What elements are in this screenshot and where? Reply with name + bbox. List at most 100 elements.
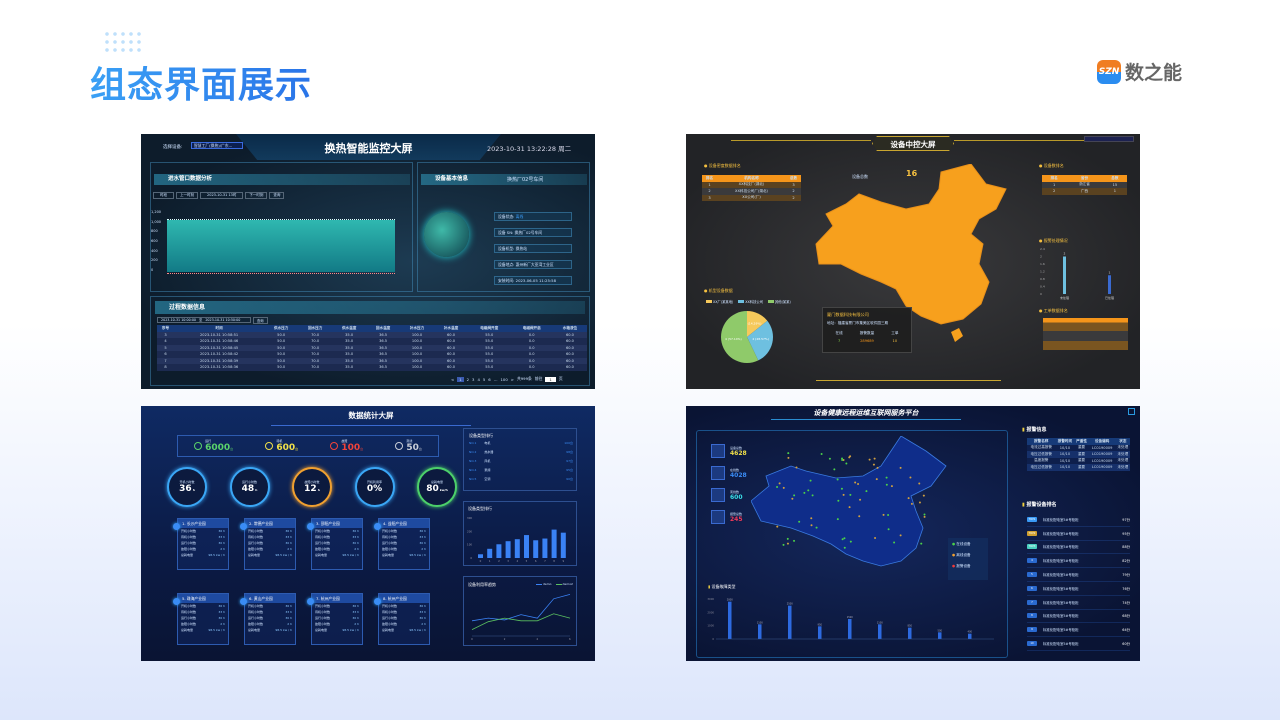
row-value: 36 h bbox=[352, 529, 359, 533]
gauge-label: 总耗电量 bbox=[430, 480, 443, 484]
right-table-title: ● 设备数排名 bbox=[1039, 163, 1064, 168]
table-cell: 50.0 bbox=[277, 345, 286, 350]
goto-input[interactable]: 1 bbox=[545, 376, 556, 382]
park-row: 待机小时数 33 h bbox=[379, 609, 429, 615]
filter-select[interactable] bbox=[1084, 136, 1134, 142]
park-row: 故障小时数 2 h bbox=[312, 621, 362, 627]
table-cell: 100.0 bbox=[411, 352, 423, 357]
park-row: 开机小时数 36 h bbox=[379, 528, 429, 534]
legend-item: XX厂(某某地) bbox=[706, 299, 733, 304]
park-icon bbox=[374, 523, 381, 530]
fault-chart-title: ▮ 设备故障类型 bbox=[708, 584, 736, 589]
section-title: 过程数据信息 bbox=[155, 301, 585, 314]
gauge: 开机小时数 36 h bbox=[167, 467, 207, 507]
table-cell: 70.0 bbox=[311, 352, 320, 357]
device-marker bbox=[868, 458, 871, 461]
park-title: 6. 黄山产业园 bbox=[245, 594, 295, 603]
device-marker bbox=[854, 481, 857, 484]
date-range-input[interactable]: 2023-10-31 10:00:00 至 2023-10-31 10:50:00 bbox=[157, 317, 251, 323]
company-popup: 厦门数据科技有限公司 地址：福建省厦门市集美区软件园三期 在线 7 报警数量 2896… bbox=[822, 307, 912, 353]
page-item[interactable]: … bbox=[493, 376, 498, 382]
page-item[interactable]: < bbox=[451, 376, 455, 382]
column-header: 总数 bbox=[1111, 175, 1119, 180]
table-cell: 70.0 bbox=[311, 339, 320, 344]
info-label: 设备地点: bbox=[498, 262, 515, 267]
device-marker bbox=[910, 502, 913, 505]
park-icon bbox=[173, 598, 180, 605]
x-tick-label: 8 bbox=[553, 559, 555, 563]
query-button[interactable]: 查询 bbox=[253, 317, 268, 324]
rank-no: NO.1 bbox=[469, 441, 477, 445]
device-marker bbox=[842, 493, 845, 496]
table-cell: 55.0 bbox=[485, 345, 494, 350]
bar-value: 950 bbox=[817, 623, 822, 626]
kpi-item: 在线数 4028 bbox=[711, 466, 771, 480]
row-label: 故障小时数 bbox=[315, 547, 331, 551]
page-unit: 页 bbox=[558, 376, 563, 381]
device-marker bbox=[907, 497, 910, 500]
legend-label: 在线设备 bbox=[956, 542, 971, 546]
table-cell: 2023-10-31 10:58:46 bbox=[200, 339, 239, 344]
device-marker bbox=[882, 513, 885, 516]
device-marker bbox=[828, 457, 831, 460]
page-item[interactable]: > bbox=[510, 376, 514, 382]
row-value: 30 h bbox=[285, 541, 292, 545]
device-marker bbox=[876, 466, 879, 469]
page-item[interactable]: 1 bbox=[457, 376, 464, 382]
prev-button[interactable]: 上一时刻 bbox=[176, 192, 198, 199]
workorder-table bbox=[1043, 318, 1128, 350]
page-item[interactable]: 100 bbox=[500, 376, 508, 382]
page-item[interactable]: 3 bbox=[472, 376, 475, 382]
info-value: 换热厂02号车间 bbox=[513, 230, 543, 235]
page-item[interactable]: 5 bbox=[482, 376, 486, 382]
page-item[interactable]: 6 bbox=[488, 376, 491, 382]
legend-marker: ● bbox=[952, 542, 957, 546]
park-row: 待机小时数 33 h bbox=[312, 609, 362, 615]
row-label: 待机小时数 bbox=[248, 535, 264, 539]
device-marker bbox=[793, 494, 796, 497]
bar-value: 1 bbox=[1109, 270, 1111, 274]
legend-marker: ● bbox=[952, 553, 957, 557]
device-marker bbox=[887, 514, 890, 517]
page-item[interactable]: 4 bbox=[477, 376, 480, 382]
row-value: 2 h bbox=[287, 547, 292, 551]
fullscreen-icon[interactable] bbox=[1128, 408, 1135, 415]
park-row: 故障小时数 2 h bbox=[379, 546, 429, 552]
popup-stats: 在线 7 报警数量 289689 工单 10 bbox=[827, 331, 907, 343]
device-marker bbox=[841, 538, 844, 541]
table-row: 温度报警 10/10 重要 LC0190009 未处理 bbox=[1027, 457, 1130, 464]
device-marker bbox=[778, 482, 781, 485]
period-select[interactable]: 时段 bbox=[153, 192, 174, 199]
page-item[interactable]: 2 bbox=[466, 376, 470, 382]
china-map bbox=[751, 436, 947, 567]
bar-panel bbox=[463, 501, 577, 566]
row-value: 33 h bbox=[218, 610, 225, 614]
pie-slice bbox=[747, 311, 768, 337]
table-cell: 0.0 bbox=[528, 352, 535, 357]
table-cell: 3 bbox=[708, 195, 711, 200]
device-select[interactable]: 智慧工厂(换热)/广东... bbox=[191, 142, 243, 149]
pagination: <1 2 3 4 5 6… 100 > 共999条 前往 1 页 bbox=[451, 376, 563, 382]
bar-value: 1500 bbox=[847, 616, 854, 619]
table-cell: 1 bbox=[708, 182, 711, 187]
bar bbox=[524, 535, 529, 558]
park-row: 运行小时数 30 h bbox=[379, 540, 429, 546]
row-value: 2 h bbox=[421, 547, 426, 551]
row-label: 运行小时数 bbox=[248, 541, 264, 545]
table-cell: 50.0 bbox=[277, 332, 286, 337]
row-value: 98.5 kw / h bbox=[275, 553, 292, 557]
kpi-icon bbox=[711, 488, 725, 502]
date-picker[interactable]: 2023-10-31 13时 bbox=[200, 192, 244, 199]
device-marker bbox=[848, 456, 851, 459]
table-cell: 100.0 bbox=[411, 358, 423, 363]
next-button[interactable]: 下一时刻 bbox=[245, 192, 268, 199]
device-marker bbox=[885, 476, 888, 479]
search-button[interactable]: 查询 bbox=[269, 192, 285, 199]
header-line-right bbox=[954, 140, 1094, 141]
row-label: 运行小时数 bbox=[315, 541, 331, 545]
bar bbox=[848, 619, 852, 639]
rank-device: 标准化配电室5#号柜柜 bbox=[1043, 628, 1079, 633]
column-header: 排名 bbox=[705, 175, 714, 180]
device-marker bbox=[899, 534, 902, 537]
y-tick-label: 1,000 bbox=[151, 219, 162, 224]
